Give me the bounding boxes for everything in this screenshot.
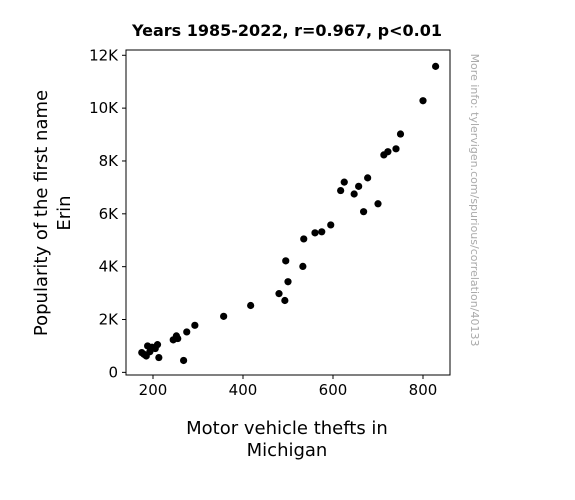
data-point: [299, 262, 307, 271]
data-point: [311, 229, 319, 237]
y-axis-label: Popularity of the first name Erin: [31, 90, 75, 336]
x-tick-label: 200: [139, 381, 168, 399]
data-point: [396, 130, 405, 138]
x-tick-label: 600: [319, 381, 348, 399]
x-axis-label-line-2: Michigan: [247, 440, 328, 461]
data-point: [340, 178, 348, 186]
data-point: [282, 257, 290, 265]
data-point: [155, 353, 163, 362]
data-point: [300, 235, 308, 243]
data-point: [318, 228, 326, 236]
data-point: [350, 190, 358, 198]
data-point: [392, 145, 400, 153]
data-point: [174, 334, 182, 343]
data-point: [432, 62, 440, 70]
chart-title: Years 1985-2022, r=0.967, p<0.01: [131, 21, 442, 40]
data-point: [247, 301, 255, 310]
x-axis-label-line-1: Motor vehicle thefts in: [186, 418, 388, 439]
y-tick-label: 10K: [89, 99, 119, 117]
y-axis-label-line-1: Popularity of the first name: [31, 90, 52, 336]
y-tick-label: 4K: [99, 258, 120, 276]
data-point: [191, 321, 199, 329]
data-point: [153, 341, 162, 349]
data-point: [337, 186, 345, 195]
data-point: [384, 148, 392, 156]
y-tick-label: 6K: [99, 205, 120, 223]
data-point: [355, 182, 363, 190]
data-point: [374, 200, 382, 208]
y-axis-label-line-2: Erin: [54, 195, 75, 230]
data-point: [284, 278, 292, 286]
y-tick-label: 8K: [99, 152, 120, 170]
plot-frame: [125, 49, 451, 376]
data-point: [327, 221, 335, 229]
data-point: [360, 208, 368, 216]
x-axis-label: Motor vehicle thefts in Michigan: [186, 418, 388, 461]
x-tick-label: 400: [229, 381, 258, 399]
axis-ticks: 200 400 600 800 0 2K 4K 6K 8K 10K 12K: [89, 46, 437, 399]
data-point: [364, 174, 372, 182]
y-tick-label: 12K: [89, 46, 119, 64]
y-tick-label: 2K: [99, 311, 120, 329]
data-point: [183, 328, 191, 336]
data-point: [419, 97, 427, 105]
data-point: [220, 312, 228, 320]
data-point: [275, 290, 283, 298]
y-tick-label: 0: [108, 363, 118, 381]
data-point: [180, 356, 188, 365]
source-note: More info: tylervigen.com/spurious/corre…: [468, 54, 481, 347]
data-point: [281, 296, 289, 305]
data-points: [138, 62, 440, 365]
x-tick-label: 800: [409, 381, 438, 399]
